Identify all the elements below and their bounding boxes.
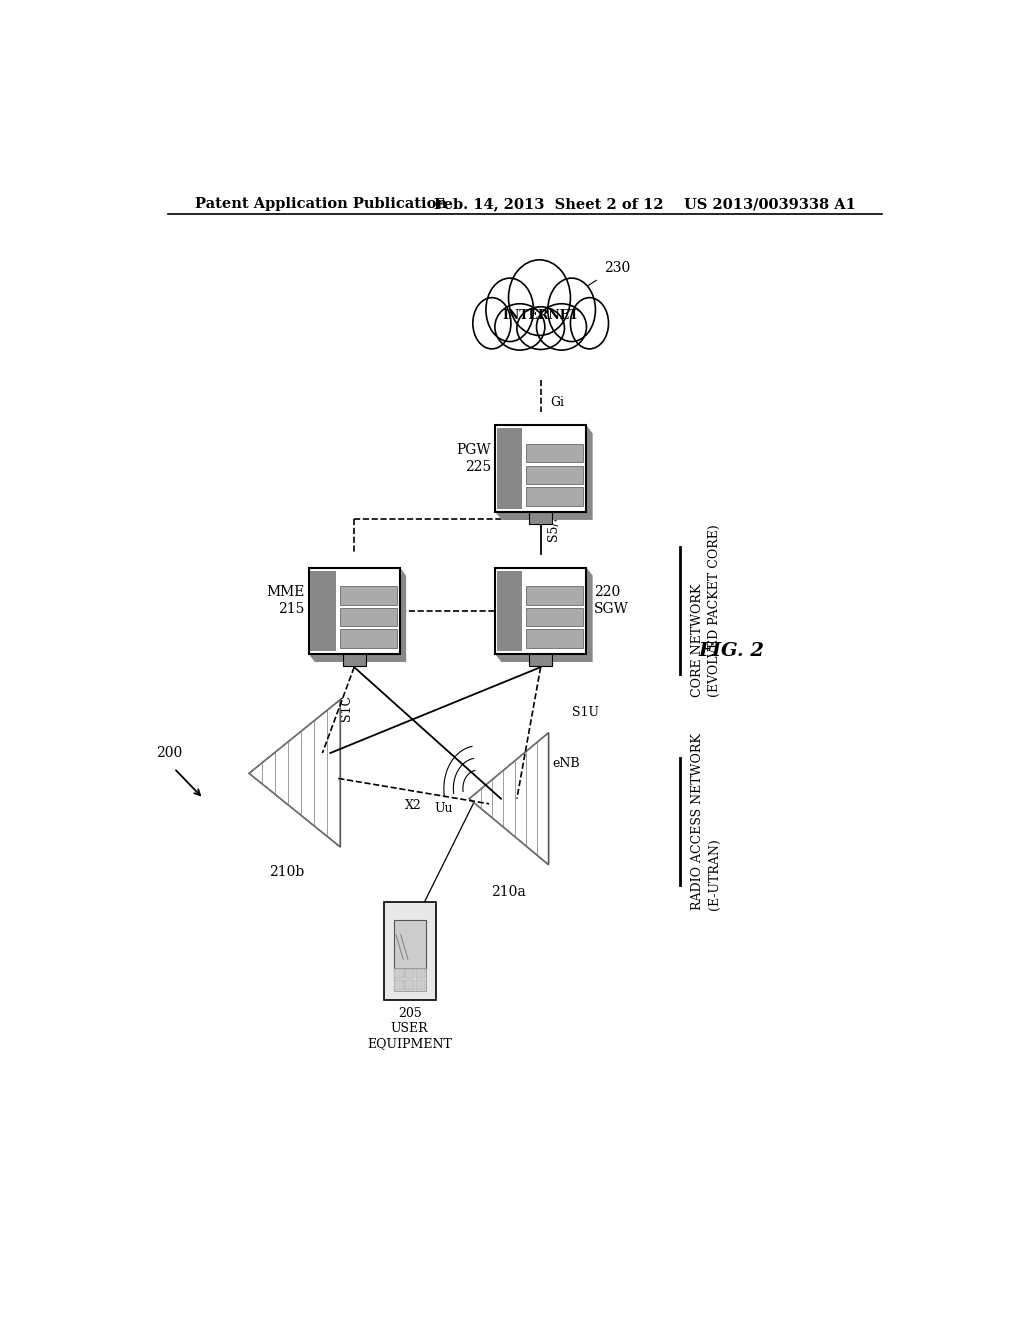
Ellipse shape bbox=[495, 304, 545, 350]
FancyBboxPatch shape bbox=[384, 903, 436, 1001]
Text: Uu: Uu bbox=[435, 803, 454, 816]
Text: RADIO ACCESS NETWORK
(E-UTRAN): RADIO ACCESS NETWORK (E-UTRAN) bbox=[691, 733, 721, 909]
Ellipse shape bbox=[486, 279, 534, 342]
Ellipse shape bbox=[570, 297, 608, 348]
Text: Patent Application Publication: Patent Application Publication bbox=[196, 197, 447, 211]
FancyBboxPatch shape bbox=[340, 630, 396, 648]
FancyBboxPatch shape bbox=[393, 920, 426, 969]
Polygon shape bbox=[249, 700, 340, 847]
Polygon shape bbox=[495, 653, 593, 663]
Ellipse shape bbox=[537, 304, 587, 350]
FancyBboxPatch shape bbox=[526, 630, 583, 648]
FancyBboxPatch shape bbox=[406, 981, 415, 990]
Text: FIG. 2: FIG. 2 bbox=[698, 643, 764, 660]
FancyBboxPatch shape bbox=[394, 981, 403, 990]
Text: Gi: Gi bbox=[550, 396, 564, 409]
FancyBboxPatch shape bbox=[416, 981, 425, 990]
Text: CORE NETWORK
(EVOLVED PACKET CORE): CORE NETWORK (EVOLVED PACKET CORE) bbox=[691, 524, 721, 697]
Text: eNB: eNB bbox=[553, 756, 581, 770]
Ellipse shape bbox=[509, 260, 570, 335]
FancyBboxPatch shape bbox=[343, 653, 366, 667]
Text: MME
215: MME 215 bbox=[266, 585, 304, 616]
Text: S5/S8: S5/S8 bbox=[547, 503, 560, 541]
Text: US 2013/0039338 A1: US 2013/0039338 A1 bbox=[684, 197, 855, 211]
FancyBboxPatch shape bbox=[406, 969, 415, 978]
Text: 200: 200 bbox=[156, 746, 182, 760]
FancyBboxPatch shape bbox=[340, 586, 396, 605]
Ellipse shape bbox=[548, 279, 595, 342]
FancyBboxPatch shape bbox=[497, 570, 522, 651]
FancyBboxPatch shape bbox=[495, 425, 587, 512]
FancyBboxPatch shape bbox=[393, 968, 426, 991]
FancyBboxPatch shape bbox=[340, 607, 396, 626]
FancyBboxPatch shape bbox=[308, 568, 399, 653]
Text: S1U: S1U bbox=[572, 706, 599, 719]
Polygon shape bbox=[502, 425, 593, 520]
FancyBboxPatch shape bbox=[526, 607, 583, 626]
Text: 205
USER
EQUIPMENT: 205 USER EQUIPMENT bbox=[368, 1007, 453, 1051]
FancyBboxPatch shape bbox=[495, 568, 587, 653]
FancyBboxPatch shape bbox=[497, 428, 522, 508]
Text: PGW
225: PGW 225 bbox=[457, 442, 492, 474]
Ellipse shape bbox=[517, 306, 564, 350]
Polygon shape bbox=[315, 568, 407, 663]
FancyBboxPatch shape bbox=[529, 653, 552, 667]
Polygon shape bbox=[308, 653, 407, 663]
FancyBboxPatch shape bbox=[526, 586, 583, 605]
FancyBboxPatch shape bbox=[529, 512, 552, 524]
Polygon shape bbox=[469, 733, 549, 865]
Text: 220
SGW: 220 SGW bbox=[594, 585, 629, 616]
Text: 210b: 210b bbox=[269, 865, 304, 879]
FancyBboxPatch shape bbox=[416, 969, 425, 978]
Text: 210a: 210a bbox=[492, 886, 526, 899]
Text: X2: X2 bbox=[406, 799, 422, 812]
Text: Feb. 14, 2013  Sheet 2 of 12: Feb. 14, 2013 Sheet 2 of 12 bbox=[433, 197, 664, 211]
FancyBboxPatch shape bbox=[526, 487, 583, 506]
Polygon shape bbox=[502, 568, 593, 663]
FancyBboxPatch shape bbox=[394, 969, 403, 978]
Text: INTERNET: INTERNET bbox=[503, 309, 579, 322]
FancyBboxPatch shape bbox=[526, 466, 583, 484]
Ellipse shape bbox=[473, 297, 511, 348]
Text: 230: 230 bbox=[604, 261, 631, 276]
Polygon shape bbox=[495, 512, 593, 520]
Text: S1C: S1C bbox=[340, 694, 352, 721]
FancyBboxPatch shape bbox=[310, 570, 336, 651]
FancyBboxPatch shape bbox=[526, 444, 583, 462]
